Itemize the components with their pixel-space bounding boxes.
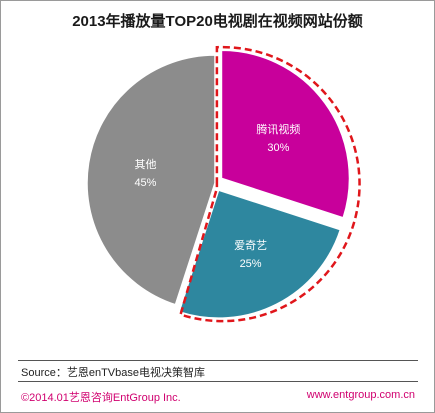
slice-name-label: 其他 xyxy=(134,158,156,171)
footer-rule-top xyxy=(18,360,418,361)
footer-rule-bottom xyxy=(18,381,418,382)
slice-name-label: 腾讯视频 xyxy=(256,122,300,136)
highlight-outline xyxy=(179,45,361,323)
slice-name-label: 爱奇艺 xyxy=(234,239,267,252)
website-link[interactable]: www.entgroup.com.cn xyxy=(306,389,415,401)
pie-slice-3 xyxy=(86,54,216,306)
slice-value-label: 30% xyxy=(267,142,289,154)
slice-value-label: 45% xyxy=(134,177,156,189)
pie-slices xyxy=(86,49,351,319)
copyright-note: ©2014.01艺恩咨询EntGroup Inc. xyxy=(21,392,181,404)
slice-value-label: 25% xyxy=(240,258,262,270)
pie-labels: 腾讯视频 30% 爱奇艺 25% 其他 45% xyxy=(134,122,300,270)
chart-title: 2013年播放量TOP20电视剧在视频网站份额 xyxy=(72,13,363,30)
pie-slice-2 xyxy=(178,189,342,319)
pie-slice-1 xyxy=(220,49,351,219)
source-note: Source：艺恩enTVbase电视决策智库 xyxy=(21,367,205,379)
